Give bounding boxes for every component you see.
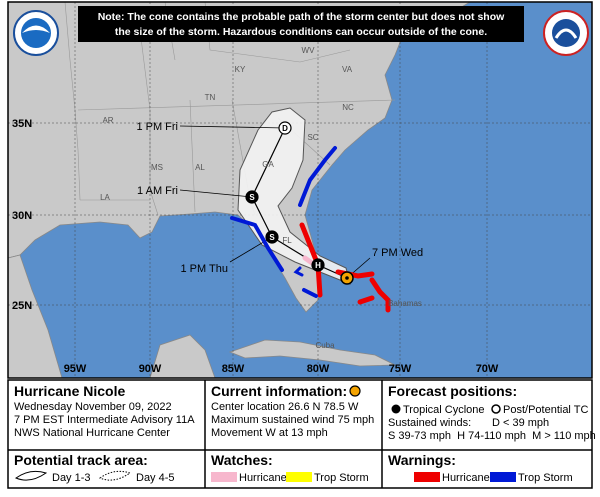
info-line: NWS National Hurricane Center [14,427,170,439]
warning-item: Trop Storm [518,472,573,484]
marker-circle [265,230,279,244]
track-area-title: Potential track area: [14,452,148,468]
latitude-labels: 35N 30N 25N [12,118,32,312]
state-label: AR [102,116,113,125]
forecast-markers: D S S H [245,121,325,272]
marker-letter: H [315,261,321,270]
marker-circle [278,121,292,135]
track-label: 7 PM Wed [372,247,423,259]
leader [179,125,286,129]
note-box [78,6,524,42]
forecast-item: Post/Potential TC [503,404,588,416]
watch-item: Trop Storm [314,472,369,484]
state-label: MS [151,163,163,172]
warning-item: Hurricane [442,472,490,484]
state-label: AL [195,163,205,172]
current-position-dot [345,276,349,280]
ptc-icon [491,404,501,414]
track-label: 1 PM Thu [181,263,229,275]
longitude-label: 75W [389,363,412,375]
cuba [228,339,396,367]
longitude-label: 70W [476,363,499,375]
longitude-label: 85W [222,363,245,375]
forecast-item: D < 39 mph [492,417,549,429]
state-label: GA [262,160,274,169]
cone [237,107,351,285]
latitude-label: 25N [12,300,32,312]
current-title: Current information: [211,383,347,399]
map: MOILINOHWVKYVATNNCARSCMSALGALAFLBahamasC… [7,1,593,379]
current-line: Maximum sustained wind 75 mph [211,414,374,426]
longitude-labels: 95W 90W 85W 80W 75W 70W [64,363,499,375]
state-label: LA [100,193,110,202]
note-line: the size of the storm. Hazardous conditi… [115,26,487,38]
watch-item: Hurricane [239,472,287,484]
leader [179,189,253,198]
day45-icon [98,470,132,481]
longitude-label: 90W [139,363,162,375]
marker-circle [311,258,325,272]
forecast-title: Forecast positions: [388,383,517,399]
track-area-item: Day 1-3 [52,472,91,484]
storm-watch-swatch [286,472,312,482]
state-label: WV [302,46,316,55]
state-label: Cuba [315,341,335,350]
forecast-item: S 39-73 mph H 74-110 mph M > 110 mph [388,430,596,442]
hurricane-watch-swatch [211,472,237,482]
marker-circle [245,190,259,204]
forecast-item: Sustained winds: [388,417,471,429]
current-icon [349,385,361,397]
state-label: KY [235,65,246,74]
day13-icon [14,470,48,481]
current-line: Movement W at 13 mph [211,427,328,439]
marker-letter: S [249,193,255,202]
legend-border [7,379,593,489]
state-label: Bahamas [388,299,422,308]
warnings [230,146,391,313]
state-label: VA [342,65,353,74]
info-line: 7 PM EST Intermediate Advisory 11A [14,414,195,426]
map-border [7,1,593,379]
noaa-logo [13,10,59,56]
latitude-label: 35N [12,118,32,130]
latitude-label: 30N [12,210,32,222]
nws-logo [543,10,589,56]
marker-letter: S [269,233,275,242]
warnings-title: Warnings: [388,452,456,468]
state-label: NC [342,103,354,112]
legend-panel: Hurricane Nicole Wednesday November 09, … [7,379,596,489]
track-label: 1 AM Fri [137,185,178,197]
state-label: TN [205,93,216,102]
watches-title: Watches: [211,452,273,468]
storm-name: Hurricane Nicole [14,383,125,399]
hurricane-warning-swatch [414,472,440,482]
current-line: Center location 26.6 N 78.5 W [211,401,359,413]
marker-letter: D [282,124,288,133]
longitude-label: 80W [307,363,330,375]
info-line: Wednesday November 09, 2022 [14,401,172,413]
storm-warning-swatch [490,472,516,482]
note-line: Note: The cone contains the probable pat… [98,11,505,23]
longitude-label: 95W [64,363,87,375]
tc-icon [391,404,401,414]
forecast-item: Tropical Cyclone [403,404,485,416]
state-label: FL [282,236,292,245]
track-label: 1 PM Fri [136,121,178,133]
track-area-item: Day 4-5 [136,472,175,484]
state-label: SC [307,133,318,142]
track-labels: 1 PM Fri 1 AM Fri 1 PM Thu 7 PM Wed [136,121,423,275]
